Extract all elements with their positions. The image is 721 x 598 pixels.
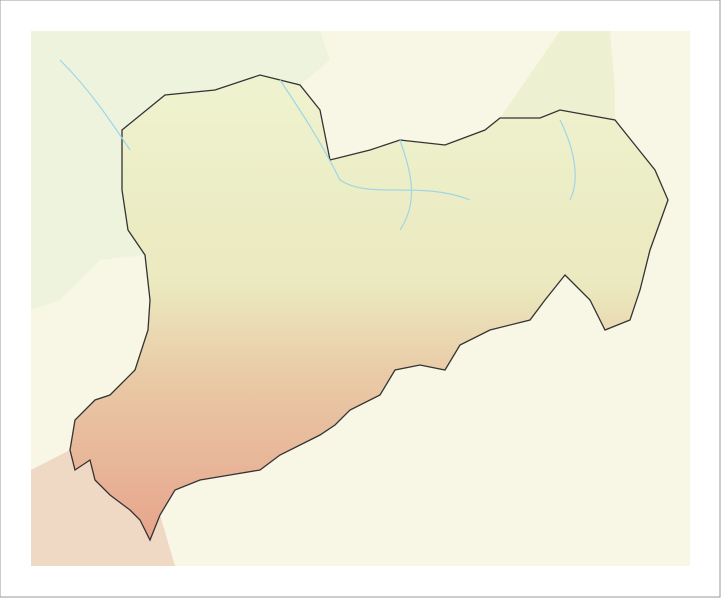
rivers [59, 59, 576, 231]
region-outline [69, 74, 669, 542]
neighbor-region [31, 31, 330, 310]
neighbor-region [500, 31, 615, 120]
neighbor-relief [31, 450, 175, 566]
